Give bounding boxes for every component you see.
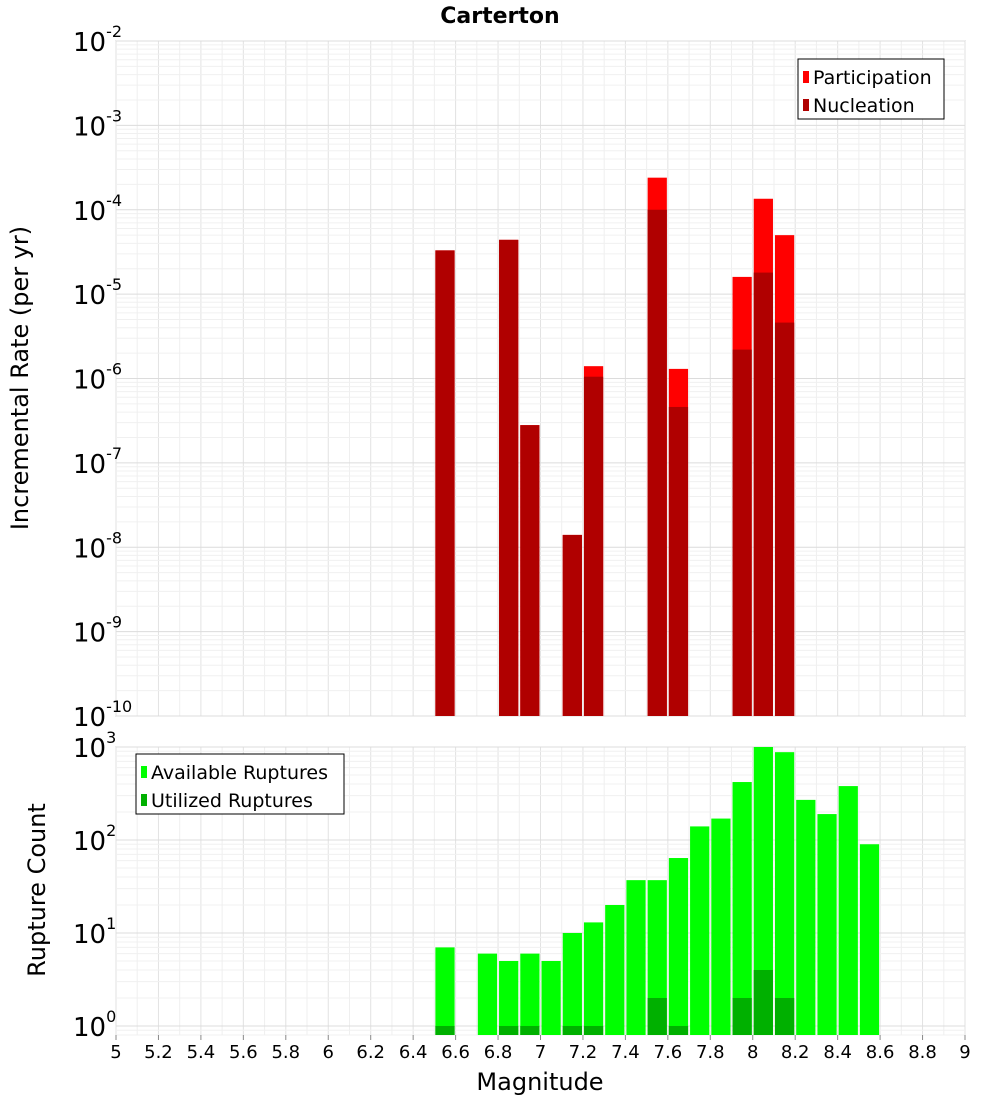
bar bbox=[711, 818, 731, 1035]
bar bbox=[732, 349, 752, 716]
bar bbox=[562, 1025, 582, 1035]
top-y-ticks: 10-10 10-9 10-8 10-7 10-6 10-5 10-4 10-3 10-2 bbox=[73, 22, 132, 733]
x-tick-label: 8.4 bbox=[823, 1042, 852, 1063]
bar bbox=[753, 969, 773, 1035]
bar bbox=[562, 534, 582, 716]
x-tick-label: 5 bbox=[110, 1042, 121, 1063]
legend-swatch bbox=[803, 99, 809, 111]
y-tick-label: 10-5 bbox=[73, 275, 122, 311]
bar bbox=[541, 960, 561, 1035]
legend-label: Nucleation bbox=[813, 95, 915, 117]
bar bbox=[583, 1025, 604, 1035]
bar bbox=[605, 904, 625, 1035]
chart-title: Carterton bbox=[440, 4, 559, 29]
legend-swatch bbox=[141, 766, 147, 778]
bottom-legend: Available Ruptures Utilized Ruptures bbox=[135, 753, 345, 815]
bar bbox=[520, 425, 540, 716]
bar bbox=[435, 250, 455, 717]
bar bbox=[626, 880, 646, 1035]
bar bbox=[753, 747, 773, 1035]
x-tick-label: 5.2 bbox=[144, 1042, 173, 1063]
y-tick-label: 10-8 bbox=[73, 528, 122, 564]
bar bbox=[583, 922, 604, 1035]
x-tick-label: 7.4 bbox=[611, 1042, 640, 1063]
bar bbox=[499, 239, 519, 716]
x-tick-label: 8.2 bbox=[781, 1042, 810, 1063]
x-tick-label: 6.6 bbox=[441, 1042, 470, 1063]
x-tick-label: 6 bbox=[323, 1042, 334, 1063]
y-tick-label: 10-4 bbox=[73, 191, 122, 227]
bar bbox=[690, 826, 710, 1035]
y-tick-label: 10-10 bbox=[73, 697, 132, 733]
bar bbox=[774, 752, 795, 1035]
y-tick-label: 103 bbox=[73, 728, 116, 764]
x-tick-label: 9 bbox=[959, 1042, 970, 1063]
x-tick-label: 8 bbox=[747, 1042, 758, 1063]
x-tick-label: 6.2 bbox=[356, 1042, 385, 1063]
legend-swatch bbox=[141, 794, 147, 806]
x-tick-label: 8.6 bbox=[866, 1042, 895, 1063]
bar bbox=[647, 209, 667, 716]
y-tick-label: 10-6 bbox=[73, 360, 122, 396]
x-axis-label: Magnitude bbox=[476, 1068, 603, 1096]
legend-label: Utilized Ruptures bbox=[151, 790, 313, 812]
bar bbox=[753, 272, 773, 716]
bar bbox=[668, 858, 689, 1035]
bar bbox=[817, 814, 837, 1035]
y-tick-label: 10-7 bbox=[73, 444, 122, 480]
legend-label: Participation bbox=[813, 67, 932, 89]
x-tick-label: 5.4 bbox=[187, 1042, 216, 1063]
bar bbox=[583, 376, 604, 716]
bar bbox=[499, 960, 519, 1035]
bar bbox=[477, 953, 498, 1035]
bar bbox=[838, 786, 858, 1035]
bar bbox=[435, 947, 455, 1035]
legend-label: Available Ruptures bbox=[151, 762, 328, 784]
bottom-y-ticks: 100 101 102 103 bbox=[73, 728, 116, 1043]
bar bbox=[796, 799, 816, 1035]
y-tick-label: 10-9 bbox=[73, 613, 122, 649]
legend-swatch bbox=[803, 71, 809, 83]
bottom-bars bbox=[435, 747, 880, 1035]
y-tick-label: 102 bbox=[73, 821, 116, 857]
bar bbox=[774, 997, 795, 1035]
bar bbox=[774, 322, 795, 716]
x-tick-label: 5.8 bbox=[271, 1042, 300, 1063]
top-legend: Participation Nucleation bbox=[797, 58, 945, 120]
bar bbox=[435, 1025, 455, 1035]
y-tick-label: 10-3 bbox=[73, 106, 122, 142]
bar bbox=[732, 997, 752, 1035]
top-y-axis-label: Incremental Rate (per yr) bbox=[6, 226, 34, 530]
x-tick-label: 6.4 bbox=[399, 1042, 428, 1063]
x-ticks: 5 5.2 5.4 5.6 5.8 6 6.2 6.4 6.6 6.8 7 7.2 7.4 7.6 7.8 8… bbox=[110, 1035, 971, 1063]
bar bbox=[499, 1025, 519, 1035]
x-tick-label: 7.2 bbox=[569, 1042, 598, 1063]
bar bbox=[520, 953, 540, 1035]
bar bbox=[562, 932, 582, 1035]
bar bbox=[520, 1025, 540, 1035]
legend-box bbox=[797, 58, 945, 120]
bar bbox=[647, 997, 667, 1035]
top-grid bbox=[115, 40, 966, 717]
bar bbox=[732, 782, 752, 1035]
bar bbox=[668, 1025, 689, 1035]
y-tick-label: 100 bbox=[73, 1007, 116, 1043]
top-bars bbox=[435, 177, 795, 717]
x-tick-label: 7 bbox=[535, 1042, 546, 1063]
x-tick-label: 8.8 bbox=[908, 1042, 937, 1063]
bar bbox=[668, 406, 689, 716]
x-tick-label: 6.8 bbox=[484, 1042, 513, 1063]
bar bbox=[859, 844, 880, 1035]
x-tick-label: 5.6 bbox=[229, 1042, 258, 1063]
y-tick-label: 10-2 bbox=[73, 22, 122, 58]
x-tick-label: 7.8 bbox=[696, 1042, 725, 1063]
legend-box bbox=[135, 753, 345, 815]
y-tick-label: 101 bbox=[73, 914, 116, 950]
bar bbox=[647, 880, 667, 1035]
bottom-y-axis-label: Rupture Count bbox=[23, 803, 51, 977]
x-tick-label: 7.6 bbox=[654, 1042, 683, 1063]
